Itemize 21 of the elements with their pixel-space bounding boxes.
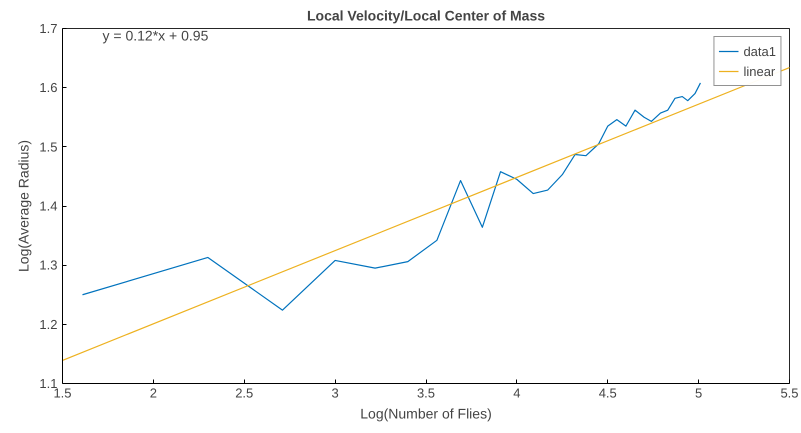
x-tick-label: 5 xyxy=(695,386,702,400)
x-tick-label: 3 xyxy=(332,386,339,400)
y-tick-label: 1.5 xyxy=(39,139,58,154)
x-tick-label: 4 xyxy=(513,386,520,400)
x-tick-label: 4.5 xyxy=(598,386,617,400)
x-axis-title: Log(Number of Flies) xyxy=(360,406,492,422)
y-tick-label: 1.2 xyxy=(39,316,58,332)
x-tick-label: 2.5 xyxy=(235,386,254,400)
y-tick-label: 1.3 xyxy=(39,258,58,273)
legend-label: data1 xyxy=(743,44,776,58)
chart-title: Local Velocity/Local Center of Mass xyxy=(306,8,546,24)
annotation: y = 0.12*x + 0.95 xyxy=(102,28,209,44)
x-tick-label: 5.5 xyxy=(780,386,799,400)
y-axis-title: Log(Average Radius) xyxy=(15,140,32,272)
y-tick-label: 1.7 xyxy=(39,21,58,36)
x-tick-label: 3.5 xyxy=(416,386,436,400)
y-tick-label: 1.6 xyxy=(39,80,58,96)
x-tick-label: 2 xyxy=(150,386,157,400)
y-tick-label: 1.4 xyxy=(39,198,58,214)
legend-label: linear xyxy=(743,64,776,78)
line-series xyxy=(82,82,702,311)
